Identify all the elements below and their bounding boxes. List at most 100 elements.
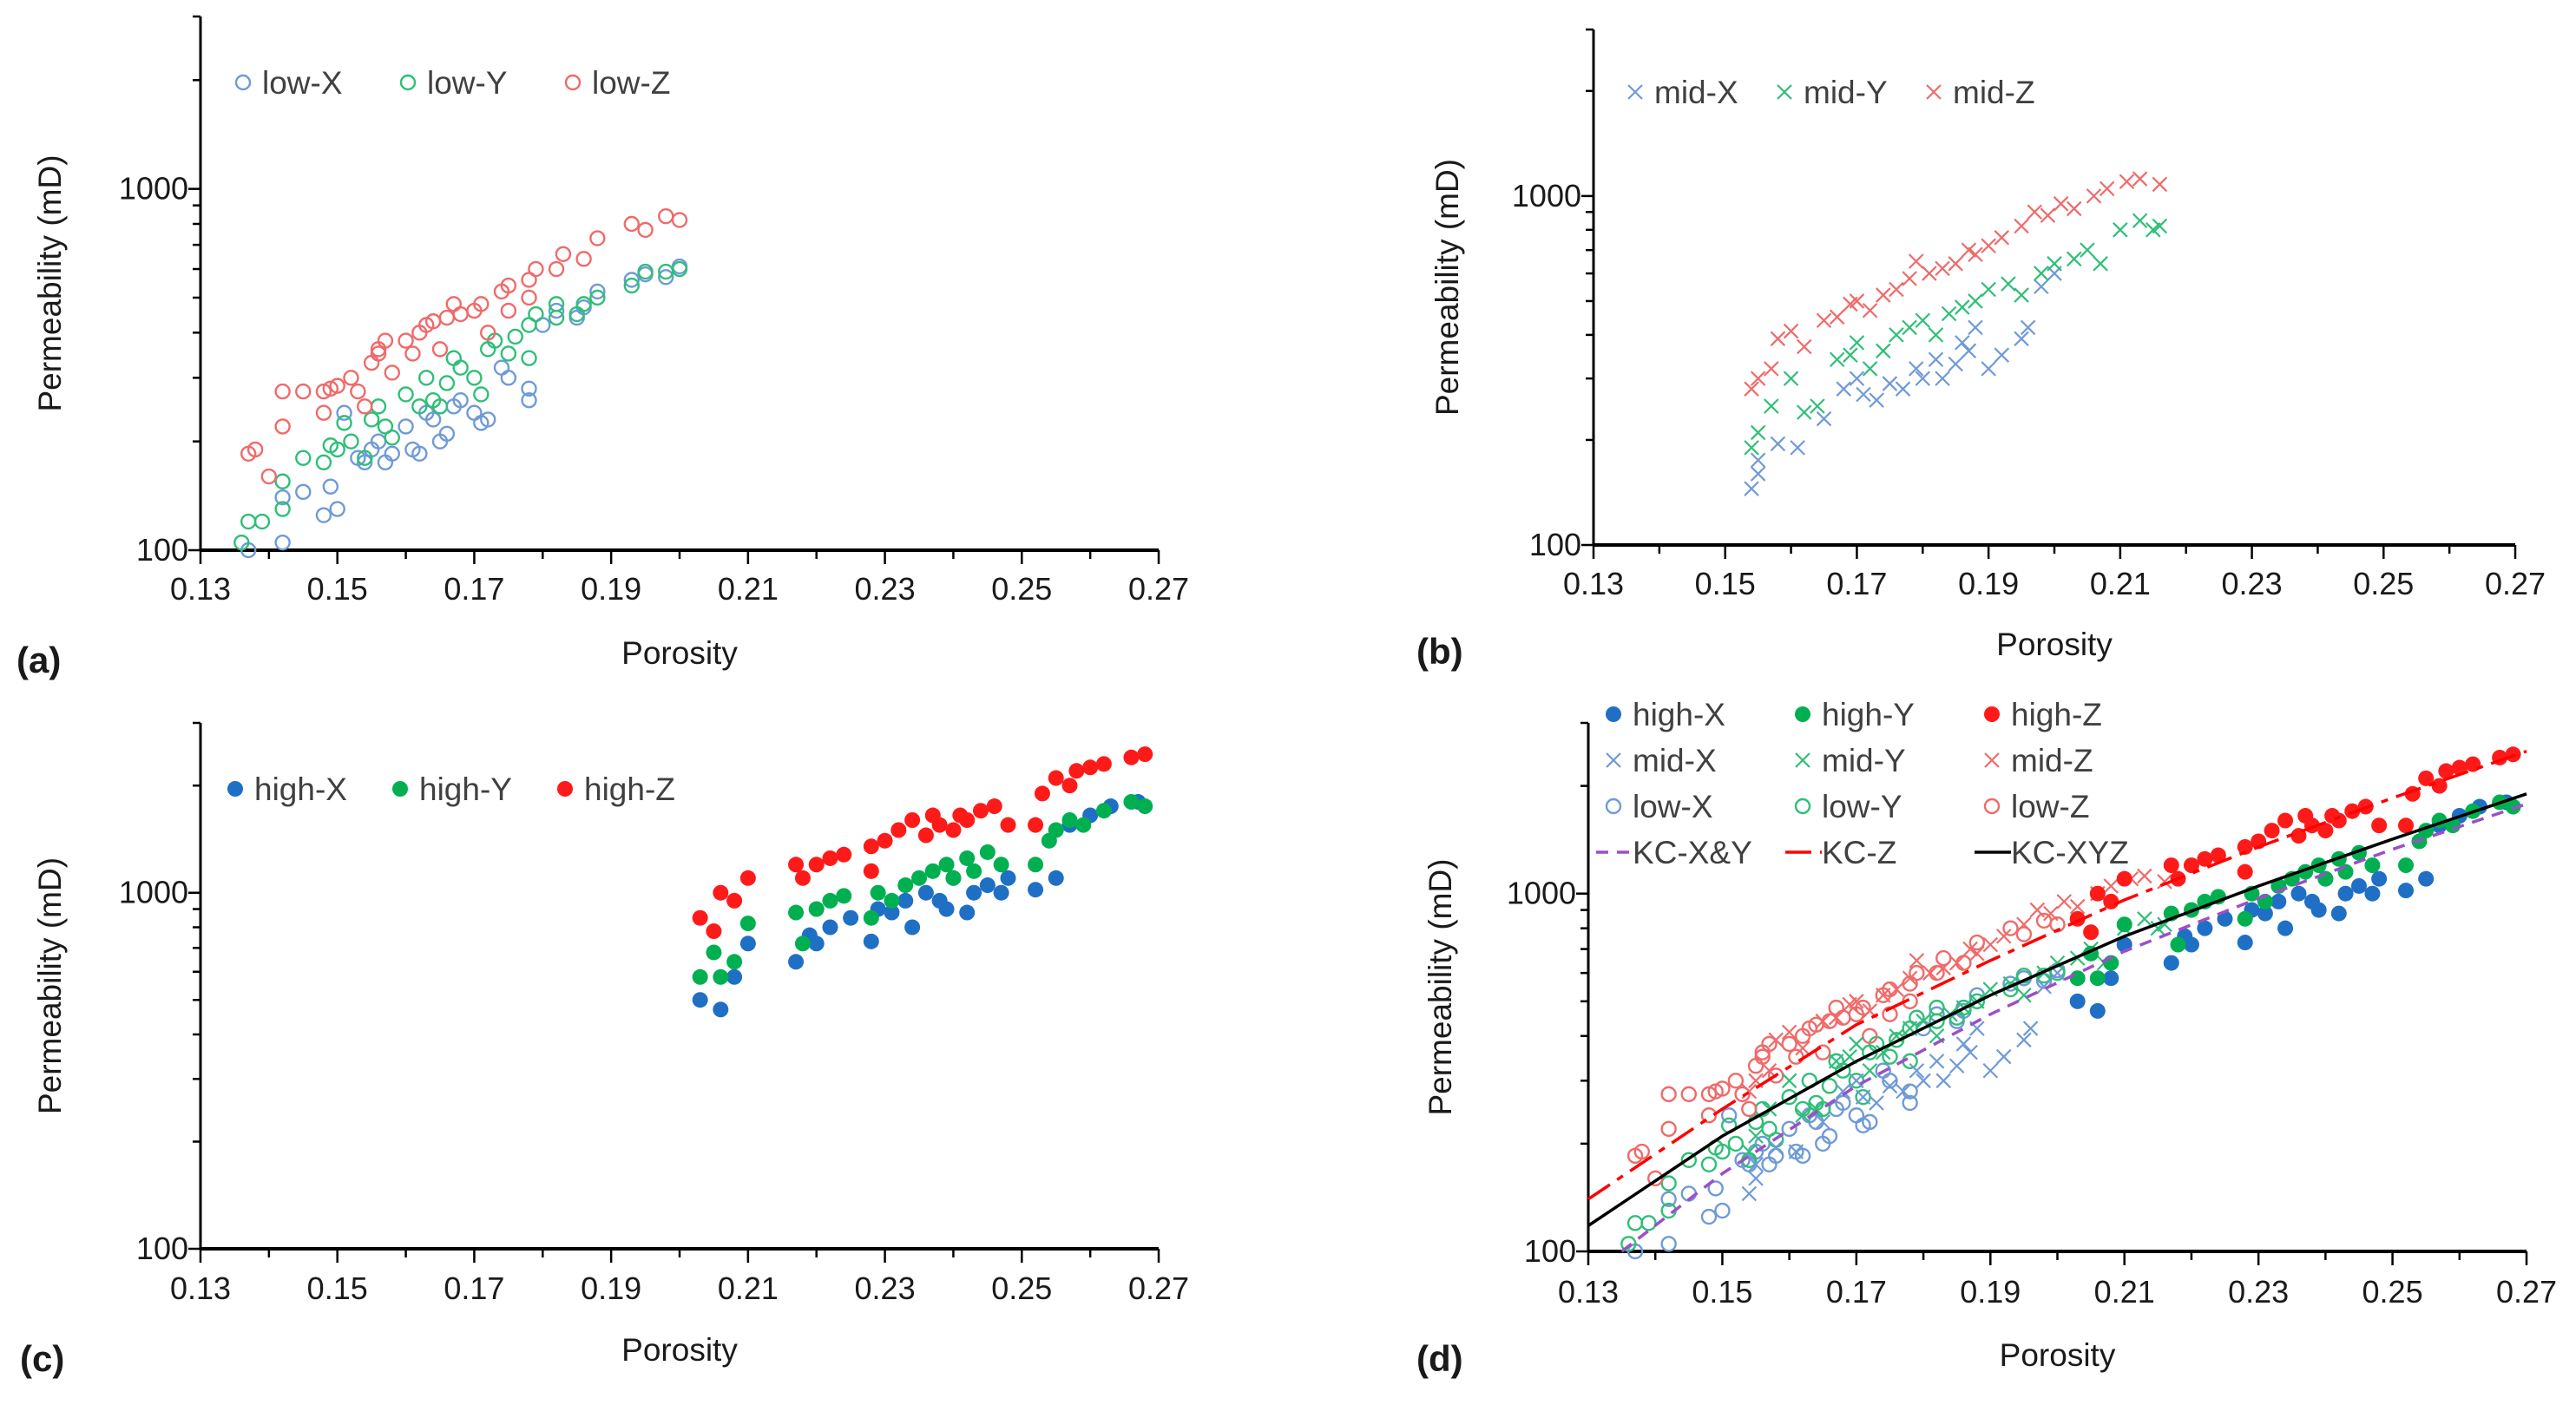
panel-c: 100 1000 0.13 0.15 0.17 0.19 0.21 0.23 0.25 0.27 P…: [20, 721, 1189, 1379]
data-point: [1796, 338, 1812, 355]
data-point: [1955, 955, 1972, 971]
data-point: [917, 827, 934, 844]
x-tick-label: 0.23: [855, 571, 916, 607]
data-point: [1882, 1078, 1898, 1094]
x-tick-label: 0.25: [2353, 566, 2414, 601]
data-point: [2237, 910, 2253, 927]
data-point: [2398, 883, 2415, 899]
data-point: [1929, 964, 1945, 982]
data-point: [1961, 242, 1977, 258]
data-point: [1929, 1054, 1945, 1069]
data-point: [1862, 1062, 1878, 1079]
data-point: [350, 383, 366, 400]
legend-marker-icon: [1606, 752, 1621, 768]
x-tick-label: 0.19: [1958, 566, 2019, 601]
data-point: [1994, 347, 2010, 363]
data-point: [1781, 1024, 1797, 1041]
data-point: [1068, 763, 1085, 779]
data-point: [1767, 1067, 1784, 1084]
data-point: [2317, 823, 2334, 839]
legend-marker-icon: [1777, 84, 1792, 100]
data-point: [274, 489, 291, 506]
data-point: [671, 212, 688, 228]
legend-label: mid-Z: [2011, 743, 2093, 778]
data-point: [1750, 466, 1766, 482]
data-point: [1748, 1157, 1764, 1172]
data-point: [1902, 1094, 1918, 1112]
data-point: [1137, 746, 1153, 763]
y-tick-label: 100: [136, 532, 188, 568]
data-point: [2015, 967, 2033, 984]
data-point: [2163, 857, 2179, 874]
data-point: [637, 221, 654, 239]
x-tick-label: 0.21: [2094, 1274, 2155, 1310]
data-point: [794, 936, 811, 952]
data-point: [1961, 343, 1977, 359]
legend-label: low-Y: [427, 65, 508, 101]
data-point: [2089, 885, 2106, 902]
x-axis-title: Porosity: [621, 1332, 738, 1368]
data-point: [959, 850, 976, 866]
data-point: [897, 892, 914, 909]
data-point: [2170, 936, 2186, 953]
data-point: [343, 433, 359, 450]
data-point: [2014, 287, 2029, 303]
data-point: [473, 296, 490, 312]
data-point: [959, 812, 976, 829]
legend: high-X high-Y high-Z mid-X mid-Y mid-Z low-X lo…: [1596, 697, 2129, 870]
x-axis-title: Porosity: [621, 635, 738, 671]
data-point: [473, 386, 490, 403]
data-point: [822, 892, 838, 909]
data-point: [1882, 376, 1898, 391]
data-point: [1137, 798, 1153, 815]
data-point: [1714, 1143, 1731, 1160]
legend-marker-icon: [1795, 706, 1810, 722]
data-point: [521, 392, 537, 409]
data-point: [2103, 893, 2119, 909]
legend-marker-icon: [399, 74, 417, 91]
data-point: [1995, 1048, 2012, 1065]
data-point: [808, 857, 825, 873]
data-point: [431, 398, 449, 415]
data-point: [1836, 381, 1852, 397]
data-point: [555, 246, 572, 262]
data-point: [452, 392, 469, 409]
data-point: [370, 398, 387, 415]
data-point: [788, 857, 805, 873]
data-point: [1855, 999, 1871, 1016]
data-point: [623, 272, 640, 288]
legend-item: low-Y: [1794, 789, 1902, 824]
data-point: [884, 904, 900, 921]
data-point: [1795, 1107, 1810, 1124]
data-point: [1741, 1185, 1758, 1202]
series-mid-X: [1744, 266, 2062, 496]
data-point: [438, 425, 456, 443]
data-point: [713, 968, 729, 985]
data-point: [1700, 1208, 1718, 1225]
data-point: [521, 380, 537, 397]
data-point: [1869, 1095, 1884, 1111]
data-point: [2398, 817, 2415, 834]
y-tick-label: 1000: [1507, 876, 1576, 911]
data-point: [2086, 188, 2102, 204]
series-KC-X-Y: [1620, 802, 2527, 1253]
data-point: [2053, 196, 2069, 212]
series-mid-X: [1741, 965, 2066, 1202]
data-point: [1875, 287, 1891, 303]
data-point: [2119, 174, 2135, 189]
data-point: [2069, 970, 2086, 987]
data-point: [1028, 857, 1044, 873]
data-point: [2290, 885, 2307, 902]
data-point: [671, 260, 688, 278]
data-point: [713, 884, 729, 901]
data-point: [2277, 920, 2294, 936]
data-point: [972, 803, 989, 819]
data-point: [1744, 481, 1759, 496]
data-point: [2270, 893, 2287, 909]
data-point: [274, 383, 291, 400]
series-low-X: [240, 258, 688, 559]
data-point: [1849, 1073, 1864, 1089]
data-point: [2116, 870, 2132, 887]
data-point: [1714, 1080, 1731, 1097]
data-point: [1948, 356, 1963, 372]
